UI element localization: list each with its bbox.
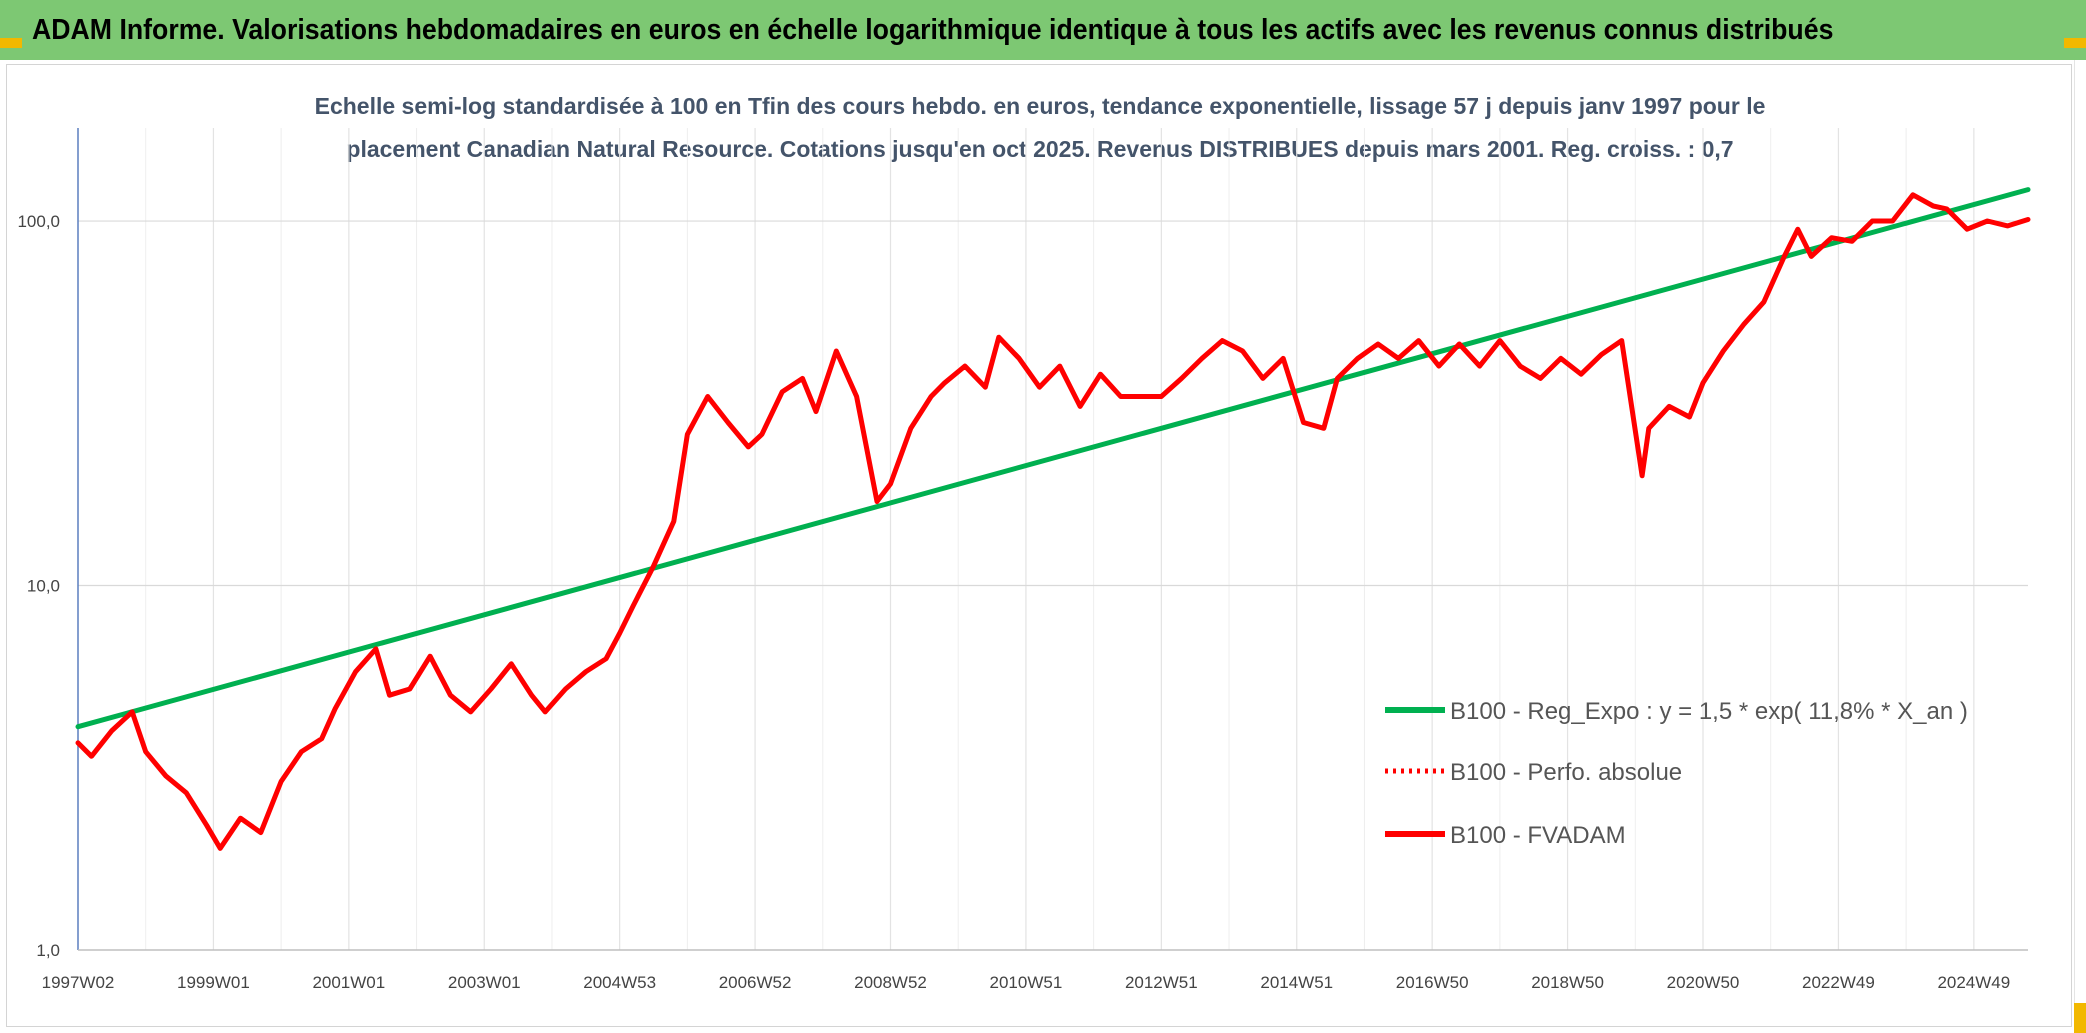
legend-item-regression: B100 - Reg_Expo : y = 1,5 * exp( 11,8% *… xyxy=(1385,698,1968,725)
series-layer xyxy=(75,187,2031,851)
x-tick-label: 2008W52 xyxy=(854,973,927,992)
legend: B100 - Reg_Expo : y = 1,5 * exp( 11,8% *… xyxy=(1385,698,1968,849)
report-title: ADAM Informe. Valorisations hebdomadaire… xyxy=(32,13,1834,46)
banner-corner-left xyxy=(0,38,22,48)
x-tick-label: 2014W51 xyxy=(1260,973,1333,992)
x-tick-label: 2016W50 xyxy=(1396,973,1469,992)
y-tick-label: 100,0 xyxy=(17,212,60,231)
chart-title-line-2: placement Canadian Natural Resource. Cot… xyxy=(346,136,1733,162)
legend-label-perfo-absolue: B100 - Perfo. absolue xyxy=(1450,759,1682,786)
x-tick-label: 2004W53 xyxy=(583,973,656,992)
y-tick-label: 10,0 xyxy=(27,577,60,596)
series-line-0 xyxy=(75,187,2031,730)
x-tick-label: 2006W52 xyxy=(719,973,792,992)
banner-corner-right xyxy=(2064,38,2086,48)
x-tick-label: 2001W01 xyxy=(312,973,385,992)
x-tick-label: 2010W51 xyxy=(990,973,1063,992)
legend-item-perfo-absolue: B100 - Perfo. absolue xyxy=(1385,759,1682,786)
report-banner: ADAM Informe. Valorisations hebdomadaire… xyxy=(0,0,2086,60)
x-tick-label: 1999W01 xyxy=(177,973,250,992)
x-tick-label: 2024W49 xyxy=(1937,973,2010,992)
y-axis-ticks: 1,0 10,0 100,0 xyxy=(17,212,60,960)
x-tick-label: 2003W01 xyxy=(448,973,521,992)
x-tick-label: 1997W02 xyxy=(42,973,115,992)
horizontal-gridlines xyxy=(78,220,2028,587)
legend-item-fvadam: B100 - FVADAM xyxy=(1385,822,1626,849)
y-tick-label: 1,0 xyxy=(36,941,60,960)
x-axis-ticks: 1997W02 1999W01 2001W01 2003W01 2004W53 2006W… xyxy=(42,973,2011,992)
x-tick-label: 2020W50 xyxy=(1667,973,1740,992)
chart-frame xyxy=(6,64,2072,1027)
x-tick-label: 2022W49 xyxy=(1802,973,1875,992)
x-tick-label: 2012W51 xyxy=(1125,973,1198,992)
legend-label-regression: B100 - Reg_Expo : y = 1,5 * exp( 11,8% *… xyxy=(1450,698,1968,725)
corner-bottom-right xyxy=(2074,1003,2086,1033)
series-line-2 xyxy=(75,192,2031,851)
right-edge-bar xyxy=(2074,60,2086,1033)
chart-title-line-1: Echelle semi-log standardisée à 100 en T… xyxy=(315,93,1766,119)
vertical-gridlines xyxy=(145,128,1975,950)
legend-label-fvadam: B100 - FVADAM xyxy=(1450,822,1626,849)
x-tick-label: 2018W50 xyxy=(1531,973,1604,992)
